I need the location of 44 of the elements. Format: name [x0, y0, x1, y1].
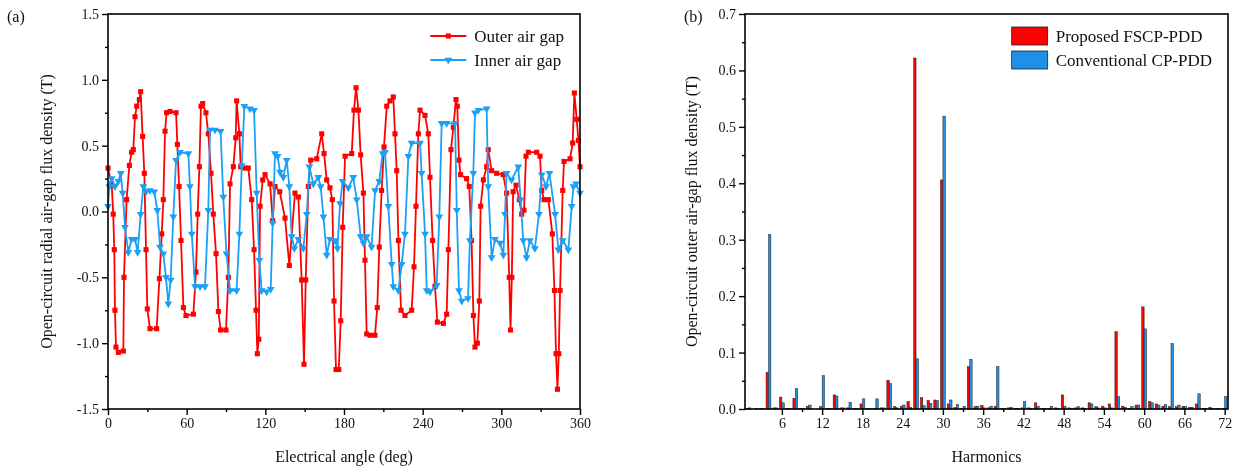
y-tick-label: 0.3	[718, 232, 736, 248]
x-tick-label: 120	[255, 415, 277, 431]
x-axis-title: Harmonics	[951, 448, 1022, 465]
x-tick-label: 54	[1097, 415, 1112, 431]
y-tick-label: 0.0	[81, 204, 99, 220]
legend-label: Conventional CP-PDD	[1055, 51, 1212, 70]
y-tick-label: 0.7	[718, 6, 736, 22]
x-tick-label: 0	[105, 415, 112, 431]
x-tick-label: 60	[180, 415, 195, 431]
x-tick-label: 240	[412, 415, 434, 431]
x-tick-label: 180	[334, 415, 355, 431]
legend-label: Outer air gap	[474, 27, 564, 46]
x-tick-label: 30	[936, 415, 951, 431]
y-tick-label: -1.0	[76, 336, 99, 352]
y-tick-label: 0.5	[81, 138, 99, 154]
chart-title: (a)	[7, 8, 25, 26]
x-tick-label: 360	[570, 415, 591, 431]
x-tick-label: 36	[976, 415, 991, 431]
x-tick-label: 66	[1177, 415, 1192, 431]
legend-label: Inner air gap	[474, 51, 562, 70]
x-axis-title: Electrical angle (deg)	[275, 448, 413, 466]
x-tick-label: 300	[491, 415, 513, 431]
y-tick-label: 1.5	[81, 6, 99, 22]
x-tick-label: 60	[1137, 415, 1152, 431]
y-tick-label: -1.5	[76, 401, 99, 417]
y-axis-title: Open-circuit radial air-gap flux density (T)	[38, 74, 56, 349]
x-tick-label: 24	[896, 415, 911, 431]
y-tick-label: -0.5	[76, 270, 99, 286]
y-tick-label: 0.5	[718, 119, 736, 135]
y-axis-title: Open-circuit outer air-gap flux density (T)	[683, 75, 701, 348]
x-tick-label: 12	[815, 415, 830, 431]
y-tick-label: 0.0	[718, 401, 736, 417]
x-tick-label: 48	[1057, 415, 1072, 431]
x-tick-label: 6	[778, 415, 786, 431]
y-tick-label: 0.2	[718, 289, 736, 305]
y-tick-label: 0.6	[718, 63, 736, 79]
x-tick-label: 42	[1016, 415, 1031, 431]
y-tick-label: 0.4	[718, 176, 736, 192]
chart-title: (b)	[684, 8, 703, 26]
x-tick-label: 18	[855, 415, 870, 431]
y-tick-label: 0.1	[718, 345, 736, 361]
y-tick-label: 1.0	[81, 72, 99, 88]
legend-label: Proposed FSCP-PDD	[1055, 27, 1203, 46]
x-tick-label: 72	[1218, 415, 1233, 431]
